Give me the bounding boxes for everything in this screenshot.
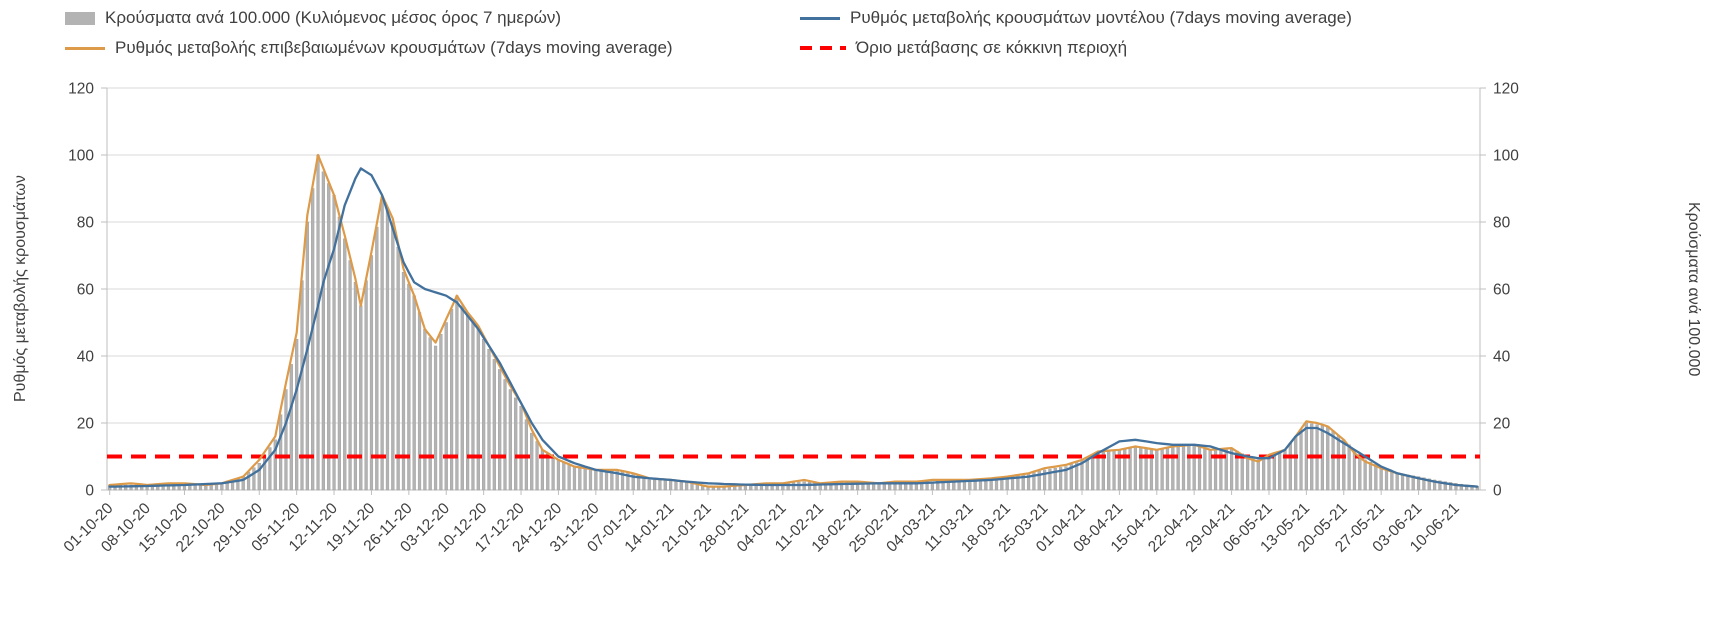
svg-text:20: 20 (1493, 416, 1511, 433)
svg-text:0: 0 (85, 483, 94, 500)
legend-item-threshold: Όριο μετάβασης σε κόκκινη περιοχή (800, 38, 1352, 58)
svg-text:40: 40 (1493, 349, 1511, 366)
dashed-line-swatch-icon (800, 46, 846, 50)
legend-label-threshold: Όριο μετάβασης σε κόκκινη περιοχή (856, 38, 1128, 57)
legend-label-confirmed: Ρυθμός μεταβολής επιβεβαιωμένων κρουσμάτ… (115, 38, 673, 57)
legend: Κρούσματα ανά 100.000 (Κυλιόμενος μέσος … (65, 8, 1352, 58)
svg-text:0: 0 (1493, 483, 1502, 500)
y-axis-title-right: Κρούσματα ανά 100.000 (1685, 201, 1702, 377)
y-axis-title-left: Ρυθμός μεταβολής κρουσμάτων (12, 175, 29, 403)
svg-text:80: 80 (77, 215, 95, 232)
svg-text:100: 100 (1493, 148, 1519, 165)
svg-text:80: 80 (1493, 215, 1511, 232)
legend-item-confirmed: Ρυθμός μεταβολής επιβεβαιωμένων κρουσμάτ… (65, 38, 800, 58)
legend-label-bars: Κρούσματα ανά 100.000 (Κυλιόμενος μέσος … (105, 8, 562, 27)
svg-text:60: 60 (1493, 282, 1511, 299)
svg-text:40: 40 (77, 349, 95, 366)
line-swatch-icon (65, 46, 105, 50)
svg-text:60: 60 (77, 282, 95, 299)
svg-text:120: 120 (68, 81, 94, 98)
svg-text:100: 100 (68, 148, 94, 165)
bar-swatch-icon (65, 11, 95, 25)
svg-text:20: 20 (77, 416, 95, 433)
legend-item-model: Ρυθμός μεταβολής κρουσμάτων μοντέλου (7d… (800, 8, 1352, 28)
svg-text:120: 120 (1493, 81, 1519, 98)
line-swatch-icon (800, 16, 840, 20)
legend-label-model: Ρυθμός μεταβολής κρουσμάτων μοντέλου (7d… (850, 8, 1352, 27)
legend-item-bars: Κρούσματα ανά 100.000 (Κυλιόμενος μέσος … (65, 8, 800, 28)
